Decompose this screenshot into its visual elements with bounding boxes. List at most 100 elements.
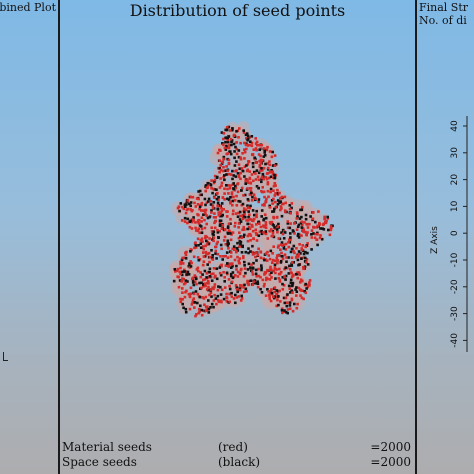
material-seed-point <box>276 246 280 249</box>
space-seed-point <box>200 281 203 285</box>
space-seed-point <box>231 276 235 280</box>
material-seed-point <box>194 221 197 224</box>
space-seed-point <box>173 268 177 271</box>
material-seed-point <box>221 223 225 227</box>
material-seed-point <box>269 265 272 269</box>
material-seed-point <box>279 270 283 274</box>
space-seed-point <box>246 204 249 207</box>
material-seed-point <box>289 268 292 271</box>
space-seed-point <box>234 175 238 178</box>
material-seed-point <box>235 147 239 151</box>
material-seed-point <box>213 275 217 279</box>
material-seed-point <box>255 251 258 254</box>
material-seed-point <box>236 182 240 185</box>
material-seed-point <box>268 206 272 209</box>
material-seed-point <box>238 245 241 248</box>
material-seed-point <box>255 223 258 226</box>
space-seed-point <box>260 291 264 294</box>
material-seed-point <box>329 226 333 230</box>
material-seed-point <box>244 143 248 147</box>
space-seed-point <box>314 220 317 224</box>
material-seed-point <box>272 295 275 299</box>
material-seed-point <box>266 162 269 165</box>
seed-point-cloud[interactable] <box>60 0 415 474</box>
material-seed-point <box>275 256 279 260</box>
material-seed-point <box>299 281 302 284</box>
space-seed-point <box>303 290 307 293</box>
space-seed-point <box>296 225 300 228</box>
material-seed-point <box>270 268 273 271</box>
material-seed-point <box>306 226 310 229</box>
material-seed-point <box>228 300 232 304</box>
space-seed-point <box>202 283 205 286</box>
material-seed-point <box>257 267 260 271</box>
space-seed-point <box>246 268 250 271</box>
material-seed-point <box>193 246 196 250</box>
space-seed-point <box>234 301 237 305</box>
material-seed-point <box>218 171 221 174</box>
space-seed-point <box>290 264 294 267</box>
material-seed-point <box>278 278 282 282</box>
space-seed-point <box>236 215 240 218</box>
material-seed-point <box>216 288 220 292</box>
space-seed-point <box>316 243 319 247</box>
space-seed-point <box>223 280 226 283</box>
material-seed-point <box>196 256 200 259</box>
material-seed-point <box>184 211 188 215</box>
material-seed-point <box>250 141 254 145</box>
material-seed-point <box>268 257 272 261</box>
space-seed-point <box>220 202 224 205</box>
material-seed-point <box>231 262 234 265</box>
material-seed-point <box>183 295 187 299</box>
material-seed-point <box>265 177 269 181</box>
material-seed-point <box>237 136 240 139</box>
material-seed-point <box>204 236 207 240</box>
space-seed-point <box>321 227 324 230</box>
space-seed-point <box>331 224 334 228</box>
material-seed-point <box>259 158 263 162</box>
material-seed-point <box>180 219 184 222</box>
material-seed-point <box>208 260 211 264</box>
space-seed-point <box>294 288 297 291</box>
material-seed-point <box>312 211 315 214</box>
material-seed-point <box>254 161 258 164</box>
material-seed-point <box>213 283 217 286</box>
material-seed-point <box>200 313 204 317</box>
material-seed-point <box>266 189 270 193</box>
space-seed-point <box>244 133 248 137</box>
material-seed-point <box>268 297 271 301</box>
material-seed-point <box>295 306 299 310</box>
material-seed-point <box>239 299 243 302</box>
final-structure-title-line1: Final Str <box>419 1 469 14</box>
space-seed-point <box>257 221 260 224</box>
space-seed-point <box>218 167 221 170</box>
material-seed-point <box>185 270 188 274</box>
material-seed-point <box>205 252 208 256</box>
material-seed-point <box>182 207 186 211</box>
seed-distribution-panel[interactable]: Distribution of seed points Material see… <box>60 0 417 474</box>
space-seed-point <box>290 247 294 251</box>
material-seed-point <box>216 252 220 256</box>
material-seed-point <box>250 144 254 148</box>
material-seed-point <box>283 275 286 278</box>
material-seed-point <box>217 300 221 304</box>
material-seed-point <box>304 245 307 249</box>
material-seed-point <box>295 294 298 297</box>
space-seed-point <box>295 286 298 289</box>
space-seed-point <box>231 264 234 268</box>
legend-space-seeds: Space seeds (black) =2000 <box>62 455 411 469</box>
z-axis-tick-label: 20 <box>450 174 460 186</box>
material-seed-point <box>303 221 306 224</box>
space-seed-point <box>183 216 187 220</box>
material-seed-point <box>275 304 278 308</box>
material-seed-point <box>177 275 180 279</box>
material-seed-point <box>229 201 232 205</box>
material-seed-point <box>294 256 298 259</box>
space-seed-point <box>234 145 237 149</box>
material-seed-point <box>180 280 183 283</box>
material-seed-point <box>248 170 252 173</box>
space-seed-point <box>203 269 207 273</box>
material-seed-point <box>258 164 262 167</box>
material-seed-point <box>247 160 250 163</box>
material-seed-point <box>226 210 229 213</box>
